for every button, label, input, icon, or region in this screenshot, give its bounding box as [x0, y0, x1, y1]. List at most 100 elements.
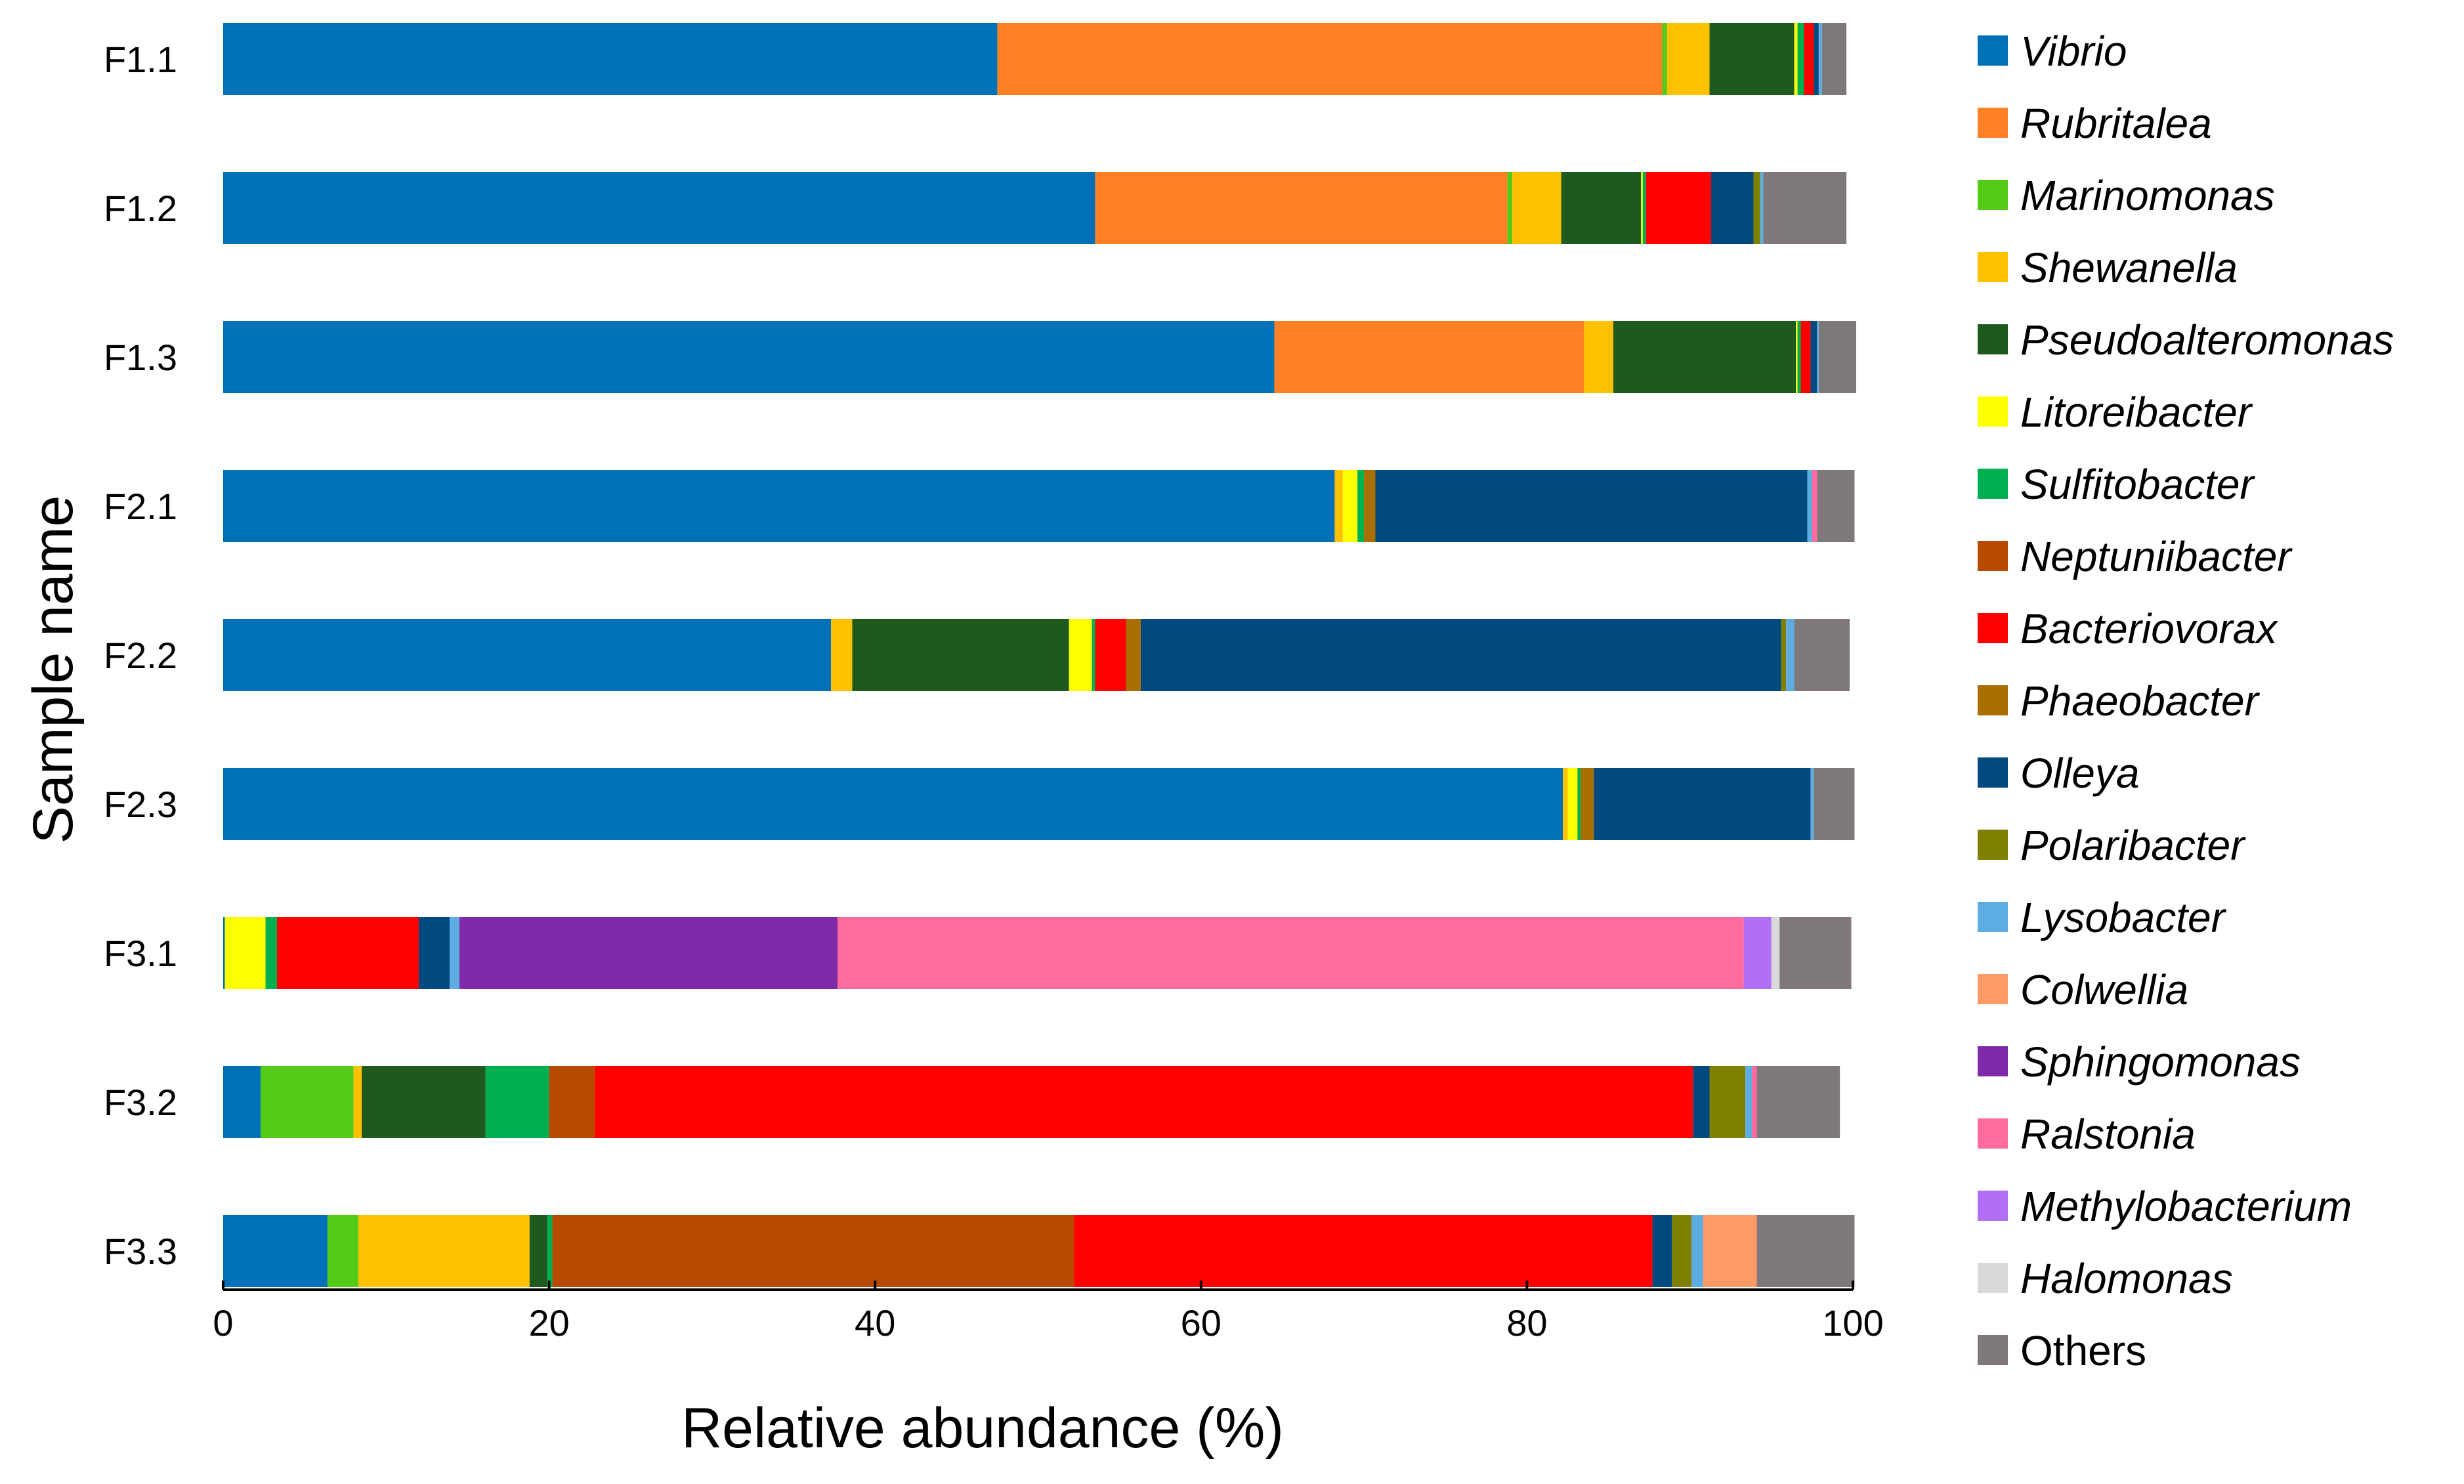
- bar-segment-olleya: [1814, 23, 1819, 95]
- bar-segment-lysobacter: [1818, 23, 1822, 95]
- bar-row-F3-1: F3.1: [104, 917, 1852, 989]
- bar-segment-others: [1818, 321, 1856, 393]
- bar-segment-marinomonas: [1662, 23, 1667, 95]
- legend-label: Neptuniibacter: [2020, 533, 2293, 580]
- bar-segment-litoreibacter: [224, 917, 266, 989]
- legend-swatch: [1978, 396, 2008, 427]
- bar-segment-pseudoalteromonas: [1561, 172, 1642, 244]
- bar-segment-rubritalea: [997, 23, 1663, 95]
- bar-segment-others: [1817, 470, 1855, 542]
- sample-label: F1.3: [104, 337, 177, 378]
- legend-swatch: [1978, 1191, 2008, 1221]
- bar-segment-neptuniibacter: [549, 1066, 595, 1138]
- legend-label: Lysobacter: [2020, 894, 2227, 941]
- bar-segment-lysobacter: [1786, 619, 1795, 691]
- bar-segment-polaribacter: [1672, 1215, 1692, 1287]
- legend-label: Shewanella: [2020, 244, 2238, 291]
- bar-segment-shewanella: [1334, 470, 1343, 542]
- legend-item-phaeobacter: Phaeobacter: [1978, 677, 2261, 725]
- x-axis: 0 20 40 60 80 100: [213, 1281, 1884, 1344]
- bar-segment-colwellia: [1703, 1215, 1757, 1287]
- bar-segment-others: [1763, 172, 1847, 244]
- bar-segment-bacteriovorax: [595, 1066, 1693, 1138]
- bar-segment-marinomonas: [1507, 172, 1513, 244]
- bar-segment-lysobacter: [1807, 470, 1812, 542]
- bar-segment-ralstonia: [1752, 1066, 1757, 1138]
- legend: Vibrio Rubritalea Marinomonas Shewanella Pse…: [1978, 28, 2394, 1374]
- legend-swatch: [1978, 902, 2008, 932]
- bar-segment-vibrio: [223, 470, 1335, 542]
- bar-segment-litoreibacter: [1796, 321, 1798, 393]
- x-tick-label: 80: [1506, 1302, 1547, 1344]
- legend-swatch: [1978, 830, 2008, 860]
- bar-row-F2-3: F2.3: [104, 768, 1855, 840]
- legend-item-polaribacter: Polaribacter: [1978, 822, 2246, 869]
- bar-segment-olleya: [1375, 470, 1808, 542]
- legend-label: Sphingomonas: [2020, 1038, 2301, 1086]
- bar-segment-litoreibacter: [1641, 172, 1643, 244]
- bar-segment-sulfitobacter: [1092, 619, 1095, 691]
- bar-segment-vibrio: [223, 917, 225, 989]
- bar-segment-others: [1821, 23, 1847, 95]
- bar-segment-litoreibacter: [1342, 470, 1358, 542]
- bar-segment-shewanella: [1563, 768, 1568, 840]
- bar-segment-halomonas: [1771, 917, 1780, 989]
- legend-item-colwellia: Colwellia: [1978, 966, 2188, 1013]
- legend-label: Litoreibacter: [2020, 389, 2253, 436]
- sample-label: F3.2: [104, 1082, 177, 1123]
- bar-segment-shewanella: [1667, 23, 1710, 95]
- bar-segment-others: [1756, 1215, 1855, 1287]
- x-tick-label: 60: [1181, 1302, 1221, 1344]
- legend-label: Rubritalea: [2020, 100, 2212, 147]
- legend-swatch: [1978, 35, 2008, 66]
- legend-label: Phaeobacter: [2020, 677, 2261, 725]
- legend-label: Methylobacterium: [2020, 1183, 2352, 1230]
- bar-row-F3-3: F3.3: [104, 1215, 1855, 1287]
- bar-segment-lysobacter: [1817, 321, 1819, 393]
- legend-swatch: [1978, 180, 2008, 210]
- bar-segment-shewanella: [1512, 172, 1561, 244]
- bar-segment-litoreibacter: [1794, 23, 1798, 95]
- bar-segment-bacteriovorax: [1095, 619, 1126, 691]
- legend-item-sulfitobacter: Sulfitobacter: [1978, 461, 2255, 508]
- bar-row-F3-2: F3.2: [104, 1066, 1840, 1138]
- legend-swatch: [1978, 324, 2008, 354]
- legend-swatch: [1978, 1335, 2008, 1365]
- legend-swatch: [1978, 252, 2008, 282]
- bar-segment-bacteriovorax: [276, 917, 419, 989]
- bar-segment-olleya: [1710, 172, 1754, 244]
- bar-row-F2-1: F2.1: [104, 470, 1855, 542]
- bar-segment-litoreibacter: [1567, 768, 1578, 840]
- bar-segment-marinomonas: [327, 1215, 359, 1287]
- bar-row-F1-3: F1.3: [104, 321, 1856, 393]
- bar-segment-lysobacter: [1810, 768, 1814, 840]
- legend-swatch: [1978, 108, 2008, 138]
- legend-swatch: [1978, 469, 2008, 499]
- bar-segment-shewanella: [831, 619, 853, 691]
- bar-segment-pseudoalteromonas: [1613, 321, 1796, 393]
- bar-segment-phaeobacter: [1581, 768, 1594, 840]
- bar-segment-rubritalea: [1095, 172, 1508, 244]
- legend-label: Ralstonia: [2020, 1111, 2196, 1158]
- legend-item-others: Others: [1978, 1327, 2146, 1374]
- bar-segment-vibrio: [223, 23, 998, 95]
- legend-item-marinomonas: Marinomonas: [1978, 172, 2275, 219]
- legend-item-halomonas: Halomonas: [1978, 1255, 2233, 1302]
- legend-item-ralstonia: Ralstonia: [1978, 1111, 2196, 1158]
- legend-label: Olleya: [2020, 750, 2139, 797]
- bar-row-F1-1: F1.1: [104, 23, 1847, 95]
- bar-segment-shewanella: [353, 1066, 362, 1138]
- bar-segment-ralstonia: [838, 917, 1744, 989]
- legend-item-bacteriovorax: Bacteriovorax: [1978, 605, 2278, 652]
- bar-segment-bacteriovorax: [1646, 172, 1711, 244]
- bar-segment-vibrio: [223, 172, 1095, 244]
- legend-item-litoreibacter: Litoreibacter: [1978, 389, 2253, 436]
- legend-item-olleya: Olleya: [1978, 750, 2139, 797]
- bar-segment-marinomonas: [261, 1066, 354, 1138]
- bar-segment-lysobacter: [1760, 172, 1764, 244]
- x-tick-label: 100: [1822, 1302, 1883, 1344]
- bar-segment-others: [1794, 619, 1850, 691]
- bar-segment-olleya: [1810, 321, 1817, 393]
- bar-segment-phaeobacter: [1364, 470, 1376, 542]
